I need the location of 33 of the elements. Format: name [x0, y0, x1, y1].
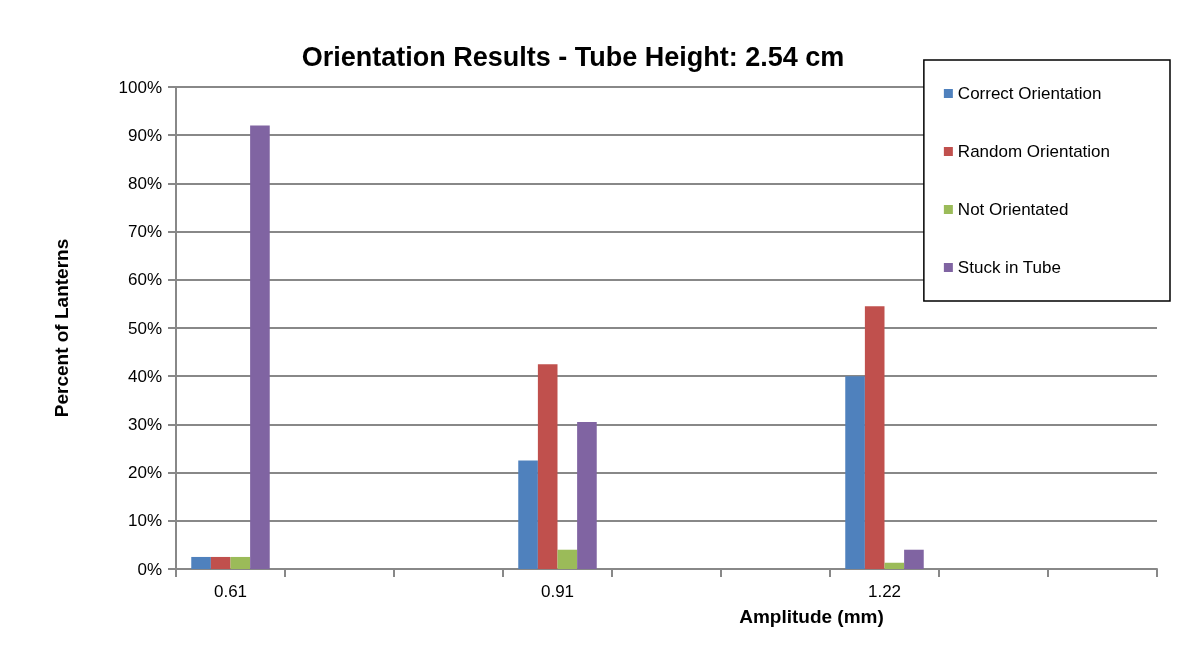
y-tick-label: 60%	[127, 270, 162, 290]
bar	[191, 556, 211, 569]
x-tick-label: 0.61	[213, 582, 248, 601]
bar	[557, 549, 578, 569]
legend-label: Random Orientation	[957, 142, 1110, 161]
x-axis-title: Amplitude (mm)	[739, 606, 884, 627]
y-axis-title: Percent of Lanterns	[51, 238, 72, 418]
x-tick-label: 1.22	[867, 582, 902, 601]
legend-label: Stuck in Tube	[957, 258, 1061, 277]
bar	[577, 421, 597, 569]
bar	[864, 306, 885, 569]
y-tick-label: 20%	[127, 463, 162, 483]
bar	[518, 460, 538, 569]
x-tick-label: 0.91	[540, 582, 575, 601]
bar	[537, 364, 558, 569]
y-tick-label: 70%	[127, 222, 162, 242]
bar	[884, 562, 905, 569]
bar	[210, 556, 231, 569]
y-tick-label: 100%	[118, 77, 162, 97]
chart-title: Orientation Results - Tube Height: 2.54 cm	[301, 41, 845, 72]
bar	[904, 549, 924, 569]
y-tick-label: 0%	[137, 559, 162, 579]
y-tick-label: 10%	[127, 511, 162, 531]
bar	[230, 556, 251, 569]
y-tick-label: 80%	[127, 173, 162, 193]
legend-label: Correct Orientation	[957, 84, 1102, 103]
y-tick-label: 40%	[127, 366, 162, 386]
y-tick-label: 50%	[127, 318, 162, 338]
bar	[250, 125, 270, 569]
legend-label: Not Orientated	[957, 200, 1069, 219]
bar	[845, 376, 865, 569]
y-tick-label: 30%	[127, 414, 162, 434]
y-tick-label: 90%	[127, 125, 162, 145]
